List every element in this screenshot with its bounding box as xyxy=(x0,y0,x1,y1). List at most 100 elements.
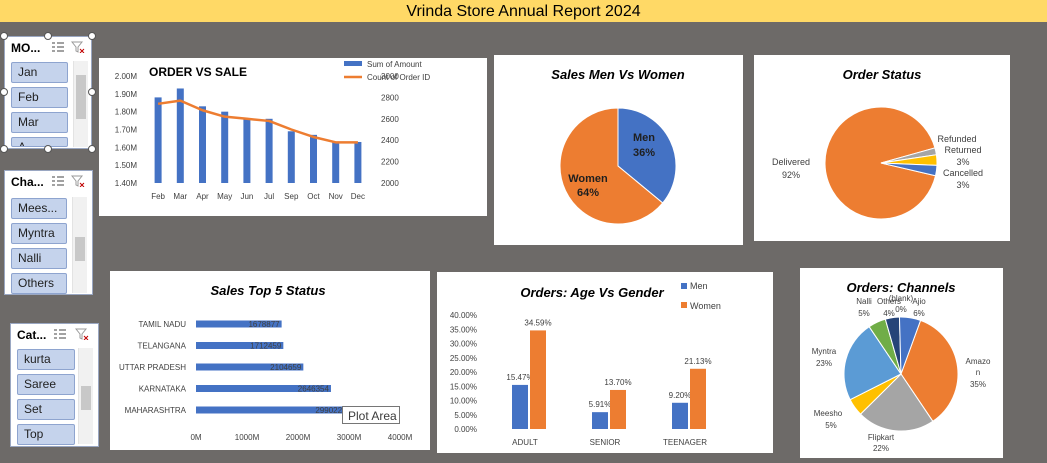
age-vs-gender-chart[interactable]: Orders: Age Vs Gender 0.00% 5.00% 10.00% 15.… xyxy=(437,272,773,453)
slicer-scrollbar[interactable] xyxy=(72,197,87,293)
chart-title: ORDER VS SALE xyxy=(149,65,247,79)
slice-value: 0% xyxy=(895,305,907,314)
x-tick-label: SENIOR xyxy=(590,438,621,447)
slicer-item-kurta[interactable]: kurta xyxy=(17,349,75,370)
order-channels-chart[interactable]: Orders: Channels Amazo n 35% Flipkart 22% Mees… xyxy=(800,268,1003,458)
slice-value: 3% xyxy=(956,157,969,167)
resize-handle[interactable] xyxy=(88,145,96,153)
scrollbar-thumb[interactable] xyxy=(75,237,85,261)
y-tick-label: 40.00% xyxy=(450,311,477,320)
sales-top5-chart[interactable]: Sales Top 5 Status TAMIL NADU 1678877 TELAN… xyxy=(110,271,430,450)
clear-filter-icon[interactable] xyxy=(75,328,89,340)
bar xyxy=(310,134,317,183)
multi-select-icon[interactable] xyxy=(53,328,67,340)
bar xyxy=(196,342,284,349)
slice-value: 6% xyxy=(913,309,925,318)
x-tick-label: Apr xyxy=(196,192,209,201)
y2-tick-label: 2400 xyxy=(381,136,399,145)
multi-select-icon[interactable] xyxy=(51,175,65,187)
data-label: 21.13% xyxy=(684,357,711,366)
bar xyxy=(243,118,251,183)
order-vs-sale-chart[interactable]: ORDER VS SALE 1.40M 1.50M 1.60M 1.70M 1.80M 1.… xyxy=(99,58,487,216)
order-channels-panel[interactable]: Orders: Channels Amazo n 35% Flipkart 22% Mees… xyxy=(800,268,1003,458)
data-label: 5.91% xyxy=(589,400,612,409)
resize-handle[interactable] xyxy=(0,145,8,153)
pie-slice xyxy=(898,316,922,375)
legend-swatch-men xyxy=(681,283,687,289)
chart-title: Sales Top 5 Status xyxy=(210,283,325,298)
scrollbar-thumb[interactable] xyxy=(76,75,86,119)
y-tick-label: 20.00% xyxy=(450,368,477,377)
slice-label: Cancelled xyxy=(943,168,983,178)
month-slicer[interactable]: MO... Jan Feb Mar A... xyxy=(4,36,92,149)
resize-handle[interactable] xyxy=(88,88,96,96)
x-tick-label: Oct xyxy=(307,192,320,201)
plot-area-tooltip: Plot Area xyxy=(342,406,400,424)
x-tick-label: 4000M xyxy=(388,433,413,442)
y2-tick-label: 3000 xyxy=(381,72,399,81)
order-vs-sale-panel[interactable]: ORDER VS SALE 1.40M 1.50M 1.60M 1.70M 1.80M 1.… xyxy=(99,58,487,216)
age-vs-gender-panel[interactable]: Orders: Age Vs Gender 0.00% 5.00% 10.00% 15.… xyxy=(437,272,773,453)
resize-handle[interactable] xyxy=(0,88,8,96)
slice-value: 5% xyxy=(858,309,870,318)
x-tick-label: Jul xyxy=(264,192,274,201)
slicer-item-myntra[interactable]: Myntra xyxy=(11,223,67,244)
slicer-item-feb[interactable]: Feb xyxy=(11,87,68,108)
chart-title: Sales Men Vs Women xyxy=(551,67,684,82)
x-tick-label: Mar xyxy=(173,192,187,201)
slicer-scrollbar[interactable] xyxy=(73,61,88,147)
slice-value: 3% xyxy=(956,180,969,190)
slicer-item-others[interactable]: Others xyxy=(11,273,67,294)
y-category-label: TELANGANA xyxy=(138,342,187,351)
slicer-item-set[interactable]: Set xyxy=(17,399,75,420)
resize-handle[interactable] xyxy=(0,32,8,40)
slicer-item-mar[interactable]: Mar xyxy=(11,112,68,133)
slicer-item-apr[interactable]: A... xyxy=(11,137,68,147)
order-status-chart[interactable]: Order Status Delivered 92% RefundedReturned… xyxy=(754,55,1010,241)
x-tick-label: Dec xyxy=(351,192,365,201)
slice-label: Myntra xyxy=(812,347,837,356)
bar xyxy=(154,97,162,183)
scrollbar-thumb[interactable] xyxy=(81,386,91,410)
data-label: 1712459 xyxy=(250,342,282,351)
legend-label: Men xyxy=(690,281,708,291)
order-status-panel[interactable]: Order Status Delivered 92% Refunded Returned… xyxy=(754,55,1010,241)
y-tick-label: 1.70M xyxy=(115,126,138,135)
sales-men-women-panel[interactable]: Sales Men Vs Women Men 36% Women 64% xyxy=(494,55,743,245)
slicer-item-saree[interactable]: Saree xyxy=(17,374,75,395)
x-tick-label: TEENAGER xyxy=(663,438,707,447)
slicer-item-meesho[interactable]: Mees... xyxy=(11,198,67,219)
x-tick-label: 1000M xyxy=(235,433,260,442)
legend-label: Count of Order ID xyxy=(367,73,430,82)
slicer-item-top[interactable]: Top xyxy=(17,424,75,445)
pie-slice xyxy=(824,106,937,220)
slicer-scrollbar[interactable] xyxy=(78,348,93,444)
pie-slice xyxy=(859,373,934,432)
x-tick-label: Feb xyxy=(151,192,165,201)
data-label: 9.20% xyxy=(669,391,692,400)
y-tick-label: 25.00% xyxy=(450,354,477,363)
data-label: 15.47% xyxy=(506,373,533,382)
resize-handle[interactable] xyxy=(44,145,52,153)
pie-slice xyxy=(880,162,938,177)
bar xyxy=(196,406,349,414)
clear-filter-icon[interactable] xyxy=(71,41,85,53)
resize-handle[interactable] xyxy=(88,32,96,40)
slice-label: Flipkart xyxy=(868,433,895,442)
channel-slicer[interactable]: Cha... Mees... Myntra Nalli Others xyxy=(4,170,93,295)
sales-men-women-chart[interactable]: Sales Men Vs Women Men 36% Women 64% xyxy=(494,55,743,245)
category-slicer[interactable]: Cat... kurta Saree Set Top xyxy=(10,323,99,447)
clear-filter-icon[interactable] xyxy=(71,175,85,187)
y-category-label: UTTAR PRADESH xyxy=(119,363,186,372)
x-tick-label: May xyxy=(217,192,232,201)
multi-select-icon[interactable] xyxy=(51,41,65,53)
resize-handle[interactable] xyxy=(44,32,52,40)
slice-label: Nalli xyxy=(856,297,872,306)
sales-top5-panel[interactable]: Sales Top 5 Status TAMIL NADU 1678877 TELAN… xyxy=(110,271,430,450)
data-label: 2646354 xyxy=(298,385,330,394)
y-tick-label: 30.00% xyxy=(450,340,477,349)
legend-swatch-amount xyxy=(344,61,362,66)
slicer-item-jan[interactable]: Jan xyxy=(11,62,68,83)
y-tick-label: 2.00M xyxy=(115,72,138,81)
slicer-item-nalli[interactable]: Nalli xyxy=(11,248,67,269)
